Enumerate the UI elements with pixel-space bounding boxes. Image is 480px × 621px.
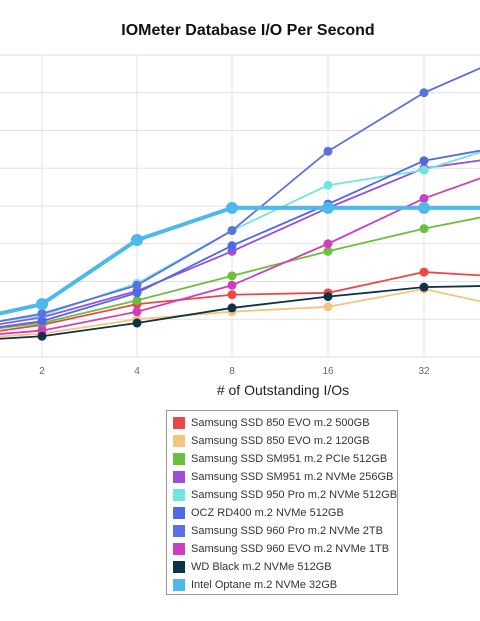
data-point: [323, 239, 333, 249]
data-point: [323, 246, 333, 256]
data-point: [132, 295, 142, 305]
series-layer: [0, 67, 480, 341]
data-point: [323, 180, 333, 190]
data-point: [227, 303, 237, 313]
data-point: [419, 88, 429, 98]
legend-label: Samsung SSD 960 EVO m.2 NVMe 1TB: [191, 543, 390, 555]
data-point: [419, 224, 429, 234]
series-6: [0, 149, 480, 328]
legend-item: Samsung SSD SM951 m.2 PCIe 512GB: [173, 452, 387, 466]
data-point: [227, 271, 237, 281]
legend-label: Intel Optane m.2 NVMe 32GB: [191, 579, 338, 591]
data-point: [131, 233, 143, 246]
legend-label: WD Black m.2 NVMe 512GB: [191, 561, 332, 573]
legend-swatch: [173, 417, 185, 429]
data-point: [323, 292, 333, 302]
data-point: [132, 318, 142, 328]
legend-item: Samsung SSD 960 Pro m.2 NVMe 2TB: [173, 524, 383, 538]
legend-item: Samsung SSD 960 EVO m.2 NVMe 1TB: [173, 542, 389, 556]
data-point: [419, 193, 429, 203]
data-point: [37, 309, 47, 319]
x-tick-label: 8: [229, 366, 235, 377]
data-point: [132, 307, 142, 317]
legend-label: Samsung SSD 960 Pro m.2 NVMe 2TB: [191, 525, 383, 537]
legend-swatch: [173, 507, 185, 519]
legend-swatch: [173, 453, 185, 465]
legend-swatch: [173, 525, 185, 537]
series-1: [0, 267, 480, 332]
legend-label: Samsung SSD 850 EVO m.2 500GB: [191, 417, 370, 429]
data-point: [36, 298, 48, 311]
legend-swatch: [173, 489, 185, 501]
data-point: [37, 316, 47, 326]
legend-label: Samsung SSD SM951 m.2 PCIe 512GB: [191, 453, 388, 465]
legend-swatch: [173, 579, 185, 591]
x-axis-ticks: 2 4 8 16 32: [39, 366, 430, 377]
data-point: [322, 201, 334, 214]
data-point: [227, 226, 237, 236]
legend-item: WD Black m.2 NVMe 512GB: [173, 560, 332, 574]
series-9: [0, 282, 480, 341]
data-point: [323, 302, 333, 312]
data-point: [227, 241, 237, 251]
data-point: [227, 290, 237, 300]
legend-item: Samsung SSD 850 EVO m.2 500GB: [173, 416, 370, 430]
x-tick-label: 2: [39, 366, 45, 377]
legend-swatch: [173, 471, 185, 483]
series-10: [0, 201, 480, 316]
legend-label: Samsung SSD SM951 m.2 NVMe 256GB: [191, 471, 394, 483]
data-point: [419, 165, 429, 175]
legend-item: Samsung SSD 950 Pro m.2 NVMe 512GB: [173, 488, 397, 502]
data-point: [419, 156, 429, 166]
series-line: [0, 216, 480, 329]
legend-item: Intel Optane m.2 NVMe 32GB: [173, 578, 337, 592]
legend-label: OCZ RD400 m.2 NVMe 512GB: [191, 507, 344, 519]
legend-swatch: [173, 435, 185, 447]
legend-item: OCZ RD400 m.2 NVMe 512GB: [173, 506, 344, 520]
data-point: [419, 267, 429, 277]
data-point: [132, 280, 142, 290]
data-point: [226, 201, 238, 214]
data-point: [418, 201, 430, 214]
legend-item: Samsung SSD SM951 m.2 NVMe 256GB: [173, 470, 393, 484]
legend-label: Samsung SSD 850 EVO m.2 120GB: [191, 435, 370, 447]
series-3: [0, 216, 480, 329]
series-7: [0, 67, 480, 323]
legend-item: Samsung SSD 850 EVO m.2 120GB: [173, 434, 370, 448]
legend-swatch: [173, 543, 185, 555]
legend: Samsung SSD 850 EVO m.2 500GB Samsung SSD…: [166, 410, 398, 595]
data-point: [323, 146, 333, 156]
chart-title: IOMeter Database I/O Per Second: [121, 22, 374, 39]
x-tick-label: 4: [134, 366, 140, 377]
x-tick-label: 16: [322, 366, 334, 377]
data-point: [227, 280, 237, 290]
legend-label: Samsung SSD 950 Pro m.2 NVMe 512GB: [191, 489, 398, 501]
data-point: [37, 331, 47, 341]
data-point: [132, 288, 142, 298]
x-tick-label: 32: [418, 366, 430, 377]
legend-swatch: [173, 561, 185, 573]
data-point: [419, 282, 429, 292]
x-axis-label: # of Outstanding I/Os: [217, 382, 349, 398]
